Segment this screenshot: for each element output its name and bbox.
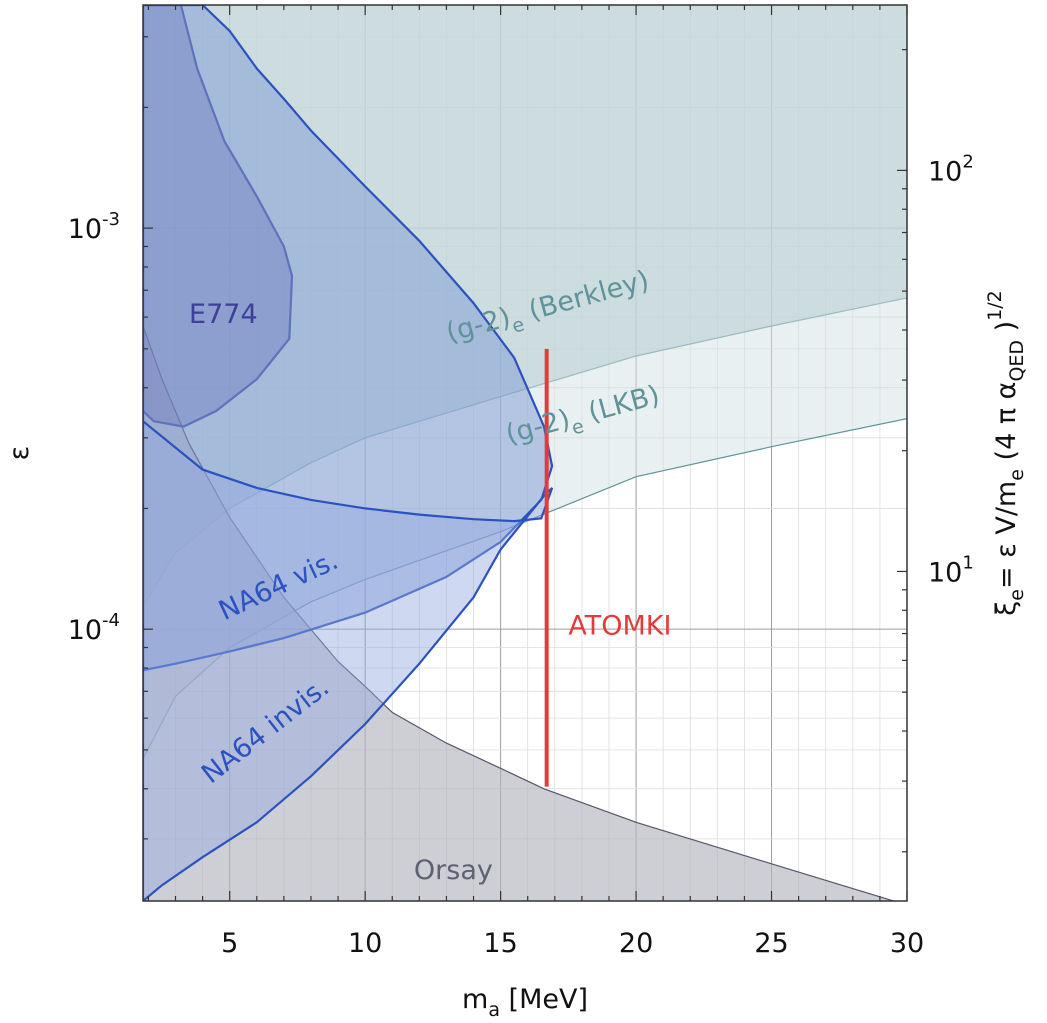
plot-frame bbox=[142, 4, 908, 902]
axis-ticks bbox=[143, 5, 908, 901]
right-y-tick-label: 101 bbox=[928, 552, 974, 588]
region-na64-invis bbox=[143, 419, 554, 901]
x-tick-label: 30 bbox=[890, 928, 924, 959]
x-tick-label: 15 bbox=[483, 928, 517, 959]
tick-labels: 5 10 15 20 25 30 10-3 10-4 102 101 bbox=[68, 151, 974, 959]
y-tick-label: 10-4 bbox=[68, 610, 120, 646]
y-tick-label: 10-3 bbox=[68, 209, 120, 245]
right-y-tick-label: 102 bbox=[928, 151, 974, 187]
x-tick-label: 25 bbox=[754, 928, 788, 959]
region-na64-vis bbox=[143, 5, 554, 672]
x-axis-title: ma [MeV] bbox=[462, 984, 588, 1021]
label-atomki: ATOMKI bbox=[568, 610, 671, 641]
x-tick-label: 20 bbox=[619, 928, 653, 959]
label-e774: E774 bbox=[189, 299, 258, 330]
label-orsay: Orsay bbox=[414, 855, 493, 886]
right-axis-title: ξe= ε V/me (4 π αQED )1/2 bbox=[984, 290, 1028, 616]
exclusion-regions bbox=[143, 5, 907, 901]
x-tick-label: 5 bbox=[221, 928, 238, 959]
x-tick-label: 10 bbox=[348, 928, 382, 959]
y-axis-title: ε bbox=[4, 446, 35, 461]
